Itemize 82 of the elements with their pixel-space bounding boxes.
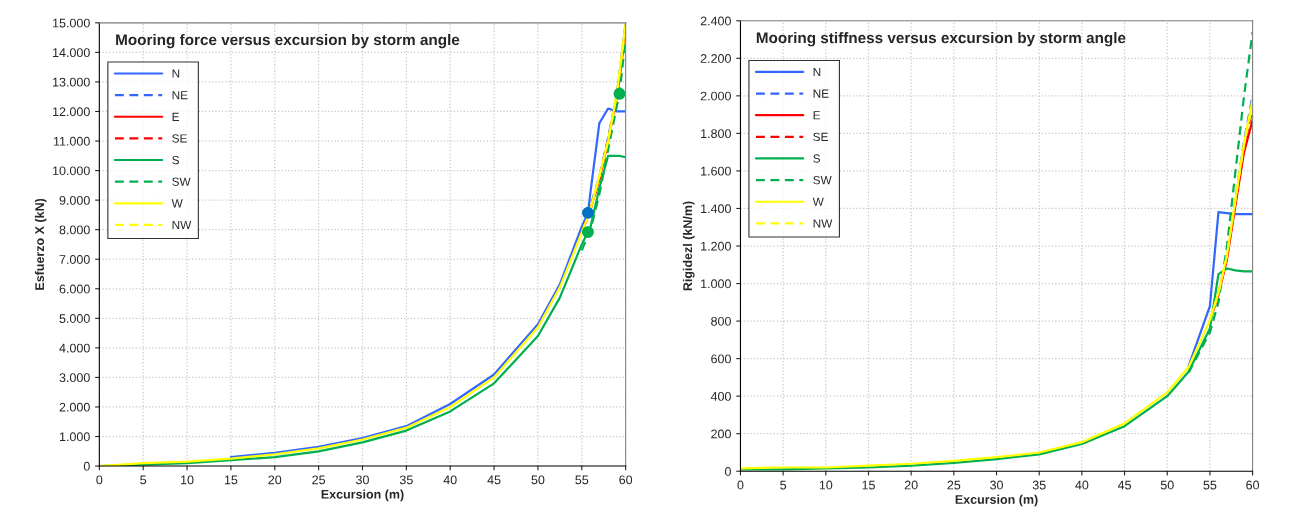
point bbox=[582, 206, 594, 219]
legend-label: NE bbox=[172, 91, 188, 100]
x-tick-label: 30 bbox=[356, 475, 369, 485]
line-series bbox=[1187, 211, 1253, 368]
x-tick-label: 25 bbox=[947, 480, 961, 490]
y-tick-label: 1.000 bbox=[59, 432, 90, 442]
text: Mooring stiffness versus excursion by storm angle bbox=[756, 32, 1126, 47]
x-tick-label: 60 bbox=[1246, 480, 1260, 490]
x-tick-label: 15 bbox=[862, 480, 875, 490]
x-tick-label: 40 bbox=[443, 475, 457, 485]
y-tick-label: 11.000 bbox=[53, 136, 90, 146]
x-tick-label: 45 bbox=[487, 475, 501, 485]
y-tick-label: 2.000 bbox=[700, 91, 731, 101]
x-axis-title: Excursion (m) bbox=[321, 489, 404, 502]
legend-label: W bbox=[171, 199, 183, 208]
line-series bbox=[229, 107, 626, 459]
y-tick-label: 1.200 bbox=[701, 241, 731, 251]
legend-label: SE bbox=[172, 134, 187, 143]
y-tick-label: 12.000 bbox=[53, 107, 90, 117]
x-tick-label: 50 bbox=[531, 475, 545, 485]
y-tick-label: 10.000 bbox=[53, 166, 90, 176]
x-tick-label: 30 bbox=[990, 480, 1003, 490]
x-tick-label: 45 bbox=[1117, 480, 1131, 490]
y-tick-label: 2.200 bbox=[700, 54, 731, 63]
y-tick-label: 800 bbox=[711, 316, 731, 326]
x-tick-label: 5 bbox=[780, 480, 787, 490]
y-tick-label: 14.000 bbox=[53, 48, 90, 58]
x-tick-label: 35 bbox=[399, 475, 413, 485]
legend-label: NW bbox=[172, 220, 192, 230]
y-tick-label: 4.000 bbox=[59, 343, 90, 353]
y-tick-label: 200 bbox=[711, 429, 731, 439]
y-tick-label: 2.400 bbox=[700, 16, 731, 26]
y-tick-label: 7.000 bbox=[59, 255, 90, 264]
legend-label: S bbox=[172, 155, 179, 165]
x-tick-label: 50 bbox=[1160, 480, 1174, 490]
y-tick-label: 15.000 bbox=[53, 18, 90, 28]
y-tick-label: 13.000 bbox=[53, 77, 90, 87]
legend-label: SE bbox=[813, 132, 828, 142]
y-axis-title: Rigidezl (kN/m) bbox=[682, 201, 695, 291]
y-tick-label: 1.000 bbox=[701, 279, 731, 289]
legend-label: W bbox=[812, 197, 824, 206]
y-tick-label: 8.000 bbox=[59, 225, 90, 235]
x-tick-label: 20 bbox=[904, 480, 918, 490]
y-tick-label: 600 bbox=[711, 354, 731, 364]
y-tick-label: 6.000 bbox=[59, 284, 90, 294]
y-tick-label: 5.000 bbox=[59, 314, 90, 323]
x-tick-label: 40 bbox=[1075, 480, 1089, 490]
y-tick-label: 2.000 bbox=[59, 402, 90, 412]
y-tick-label: 0 bbox=[83, 461, 90, 471]
x-tick-label: 20 bbox=[268, 475, 282, 485]
x-tick-label: 10 bbox=[181, 475, 194, 485]
legend-label: NW bbox=[813, 219, 833, 228]
x-tick-label: 60 bbox=[619, 475, 633, 485]
y-tick-label: 1.800 bbox=[701, 129, 731, 139]
x-tick-label: 0 bbox=[737, 480, 744, 490]
y-tick-label: 3.000 bbox=[59, 373, 90, 383]
x-tick-label: 25 bbox=[312, 475, 326, 485]
y-tick-label: 400 bbox=[710, 391, 731, 401]
x-tick-label: 5 bbox=[140, 475, 147, 485]
y-tick-label: 9.000 bbox=[59, 195, 90, 205]
legend-label: N bbox=[172, 69, 180, 78]
y-tick-label: 1.400 bbox=[701, 204, 731, 214]
text: Mooring force versus excursion by storm angle bbox=[116, 33, 460, 49]
point bbox=[613, 87, 626, 100]
x-tick-label: 55 bbox=[575, 475, 589, 485]
legend-label: NE bbox=[813, 89, 829, 98]
legend-label: SW bbox=[172, 177, 191, 186]
x-tick-label: 35 bbox=[1032, 480, 1046, 490]
y-axis-title: Esfuerzo X (kN) bbox=[34, 198, 47, 290]
legend-label: E bbox=[813, 111, 821, 120]
x-axis-title: Excursion (m) bbox=[955, 494, 1038, 507]
y-tick-label: 1.600 bbox=[701, 166, 731, 176]
x-tick-label: 10 bbox=[819, 480, 833, 490]
x-tick-label: 0 bbox=[96, 475, 103, 485]
point bbox=[582, 226, 594, 238]
legend-label: SW bbox=[813, 175, 832, 185]
y-tick-label: 0 bbox=[724, 467, 731, 476]
x-tick-label: 15 bbox=[224, 475, 238, 485]
legend-label: N bbox=[813, 67, 821, 77]
x-tick-label: 55 bbox=[1203, 480, 1217, 490]
legend-label: S bbox=[813, 154, 821, 163]
legend-label: E bbox=[172, 112, 179, 121]
